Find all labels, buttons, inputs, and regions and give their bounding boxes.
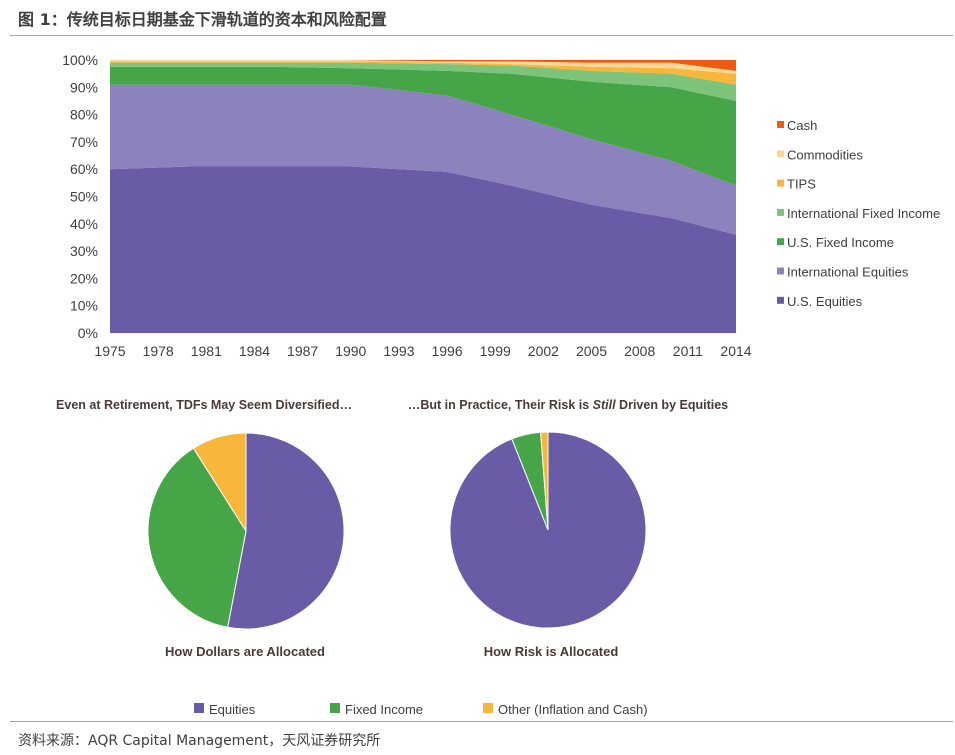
- y-tick-label: 40%: [70, 216, 98, 232]
- figure-title: 图 1：传统目标日期基金下滑轨道的资本和风险配置: [18, 10, 387, 29]
- y-tick-label: 20%: [70, 270, 98, 286]
- pie-slice-equities: [227, 432, 345, 630]
- pie-legend: Equities Fixed Income Other (Inflation and…: [194, 702, 648, 717]
- legend-swatch-tips: [777, 179, 784, 187]
- y-tick-label: 10%: [70, 298, 98, 314]
- x-tick-label: 1978: [143, 343, 174, 359]
- x-tick-label: 1993: [383, 343, 414, 359]
- area-series-u-s-fixed-income: [110, 66, 736, 186]
- pie-1-title: Even at Retirement, TDFs May Seem Divers…: [56, 398, 352, 412]
- legend-label-tips: TIPS: [787, 177, 816, 192]
- y-tick-label: 80%: [70, 107, 98, 123]
- legend-label-commodities: Commodities: [787, 147, 863, 162]
- x-tick-label: 2005: [576, 343, 607, 359]
- pie-legend-label-other-inflation-and-cash: Other (Inflation and Cash): [498, 702, 648, 717]
- legend-label-u-s-fixed-income: U.S. Fixed Income: [787, 235, 894, 250]
- pie-2-title-part-1: …But in Practice, Their Risk is: [408, 398, 593, 412]
- area-series-commodities: [110, 60, 736, 74]
- x-tick-label: 1987: [287, 343, 318, 359]
- legend-label-international-equities: International Equities: [787, 265, 909, 280]
- area-chart-y-ticks: 0% 10% 20% 30% 40% 50% 60% 70% 80% 90% 100%: [62, 52, 98, 341]
- pie-legend-label-fixed-income: Fixed Income: [345, 702, 423, 717]
- y-tick-label: 100%: [62, 52, 98, 68]
- y-tick-label: 30%: [70, 243, 98, 259]
- x-tick-label: 2008: [624, 343, 655, 359]
- x-tick-label: 2002: [528, 343, 559, 359]
- area-chart-x-ticks: 1975 1978 1981 1984 1987 1990 1993 1996 1999 2002…: [94, 343, 751, 359]
- legend-swatch-u-s-equities: [777, 296, 784, 304]
- legend-label-international-fixed-income: International Fixed Income: [787, 206, 940, 221]
- x-tick-label: 2011: [673, 343, 703, 359]
- area-series-cash: [110, 60, 736, 71]
- pie-2-caption: How Risk is Allocated: [484, 644, 619, 659]
- legend-swatch-u-s-fixed-income: [777, 238, 784, 246]
- pie-legend-label-equities: Equities: [209, 702, 256, 717]
- top-divider: [10, 35, 953, 36]
- x-tick-label: 1981: [191, 343, 222, 359]
- pie-2-title-part-2: Still: [593, 398, 616, 412]
- area-chart-legend: Cash Commodities TIPS International Fixed I…: [777, 118, 940, 309]
- y-tick-label: 50%: [70, 189, 98, 205]
- x-tick-label: 1990: [335, 343, 366, 359]
- chart-canvas: 0%10%20%30%40%50%60%70%80%90%100% 1975 19…: [56, 52, 940, 717]
- y-tick-label: 70%: [70, 134, 98, 150]
- x-tick-label: 1996: [431, 343, 462, 359]
- pie-2-title-part-3: Driven by Equities: [616, 398, 729, 412]
- source-note: 资料来源：AQR Capital Management，天风证券研究所: [18, 733, 381, 749]
- y-tick-label: 90%: [70, 79, 98, 95]
- pie-legend-swatch-other-inflation-and-cash: [483, 703, 493, 713]
- pie-chart-dollars: [147, 432, 345, 630]
- area-series-u-s-equities: [110, 166, 736, 333]
- legend-label-cash: Cash: [787, 118, 817, 133]
- area-chart-series: [110, 60, 736, 333]
- x-tick-label: 1999: [480, 343, 511, 359]
- area-series-tips: [110, 61, 736, 85]
- legend-swatch-international-fixed-income: [777, 208, 784, 216]
- area-series-international-fixed-income: [110, 62, 736, 101]
- y-tick-label: 60%: [70, 161, 98, 177]
- legend-swatch-cash: [777, 121, 784, 128]
- x-tick-label: 1984: [239, 343, 270, 359]
- pie-legend-swatch-equities: [194, 703, 204, 713]
- legend-label-u-s-equities: U.S. Equities: [787, 294, 863, 309]
- pie-slice-other-inflation-and-cash: [540, 431, 549, 531]
- pie-chart-risk: [449, 431, 647, 629]
- pie-legend-swatch-fixed-income: [330, 703, 340, 713]
- bottom-divider: [10, 721, 953, 722]
- legend-swatch-commodities: [777, 150, 784, 158]
- pie-1-caption: How Dollars are Allocated: [165, 644, 325, 659]
- pie-2-title: …But in Practice, Their Risk is Still Dr…: [408, 398, 728, 412]
- pie-slice-other-inflation-and-cash: [192, 432, 247, 533]
- legend-swatch-international-equities: [777, 267, 784, 275]
- y-tick-label: 0%: [78, 325, 98, 341]
- area-series-international-equities: [110, 84, 736, 235]
- x-tick-label: 1975: [94, 343, 125, 359]
- x-tick-label: 2014: [720, 343, 751, 359]
